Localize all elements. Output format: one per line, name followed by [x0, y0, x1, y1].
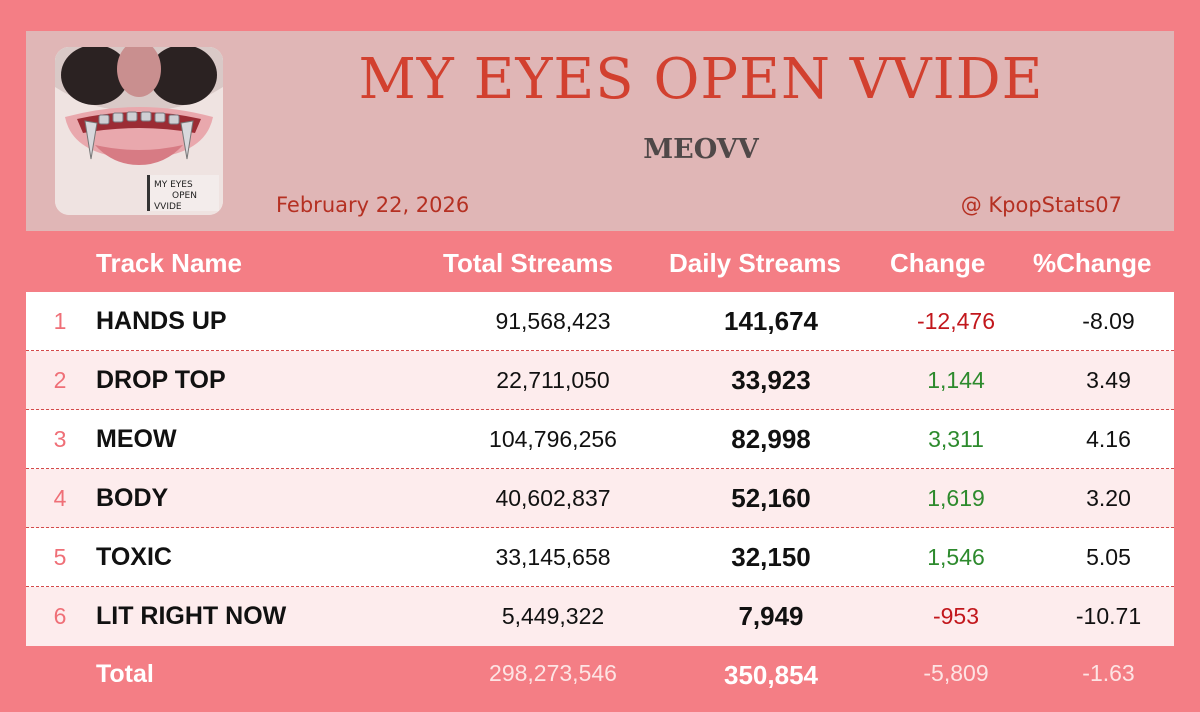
total-streams: 104,796,256	[489, 426, 617, 452]
daily-streams: 33,923	[731, 365, 811, 395]
track-name: MEOW	[96, 425, 177, 453]
track-name: LIT RIGHT NOW	[96, 602, 287, 630]
daily-streams: 82,998	[731, 424, 811, 454]
daily-streams: 7,949	[738, 601, 804, 631]
change: 1,144	[927, 367, 985, 393]
rank: 1	[53, 308, 67, 334]
totals-change: -5,809	[923, 660, 989, 686]
pct-change: 3.49	[1086, 367, 1131, 393]
track-name: HANDS UP	[96, 307, 227, 335]
daily-streams: 32,150	[731, 542, 811, 572]
rank: 3	[53, 426, 67, 452]
change: 1,546	[927, 544, 985, 570]
table-header: Track Name Total Streams Daily Streams C…	[0, 240, 1200, 288]
total-streams: 33,145,658	[495, 544, 611, 570]
album-title: MY EYES OPEN VVIDE	[358, 47, 1044, 112]
table-row: 2 DROP TOP 22,711,050 33,923 1,144 3.49	[26, 351, 1174, 410]
pct-change: 5.05	[1086, 544, 1131, 570]
table-body: 1 HANDS UP 91,568,423 141,674 -12,476 -8…	[26, 292, 1174, 646]
pct-change: 3.20	[1086, 485, 1131, 511]
pct-change: 4.16	[1086, 426, 1131, 452]
rank: 6	[53, 603, 67, 629]
table-row: 3 MEOW 104,796,256 82,998 3,311 4.16	[26, 410, 1174, 469]
col-pct-change: %Change	[1033, 248, 1152, 278]
col-total-streams: Total Streams	[443, 248, 614, 278]
col-daily-streams: Daily Streams	[669, 248, 841, 278]
cover-text-line3: VVIDE	[154, 202, 182, 212]
album-cover-art: MY EYES OPEN VVIDE	[55, 47, 223, 215]
rank: 2	[53, 367, 67, 393]
cover-text-line2: OPEN	[172, 191, 197, 201]
table-row: 5 TOXIC 33,145,658 32,150 1,546 5.05	[26, 528, 1174, 587]
daily-streams: 52,160	[731, 483, 811, 513]
header-panel: MY EYES OPEN VVIDE MY EYES OPEN VVIDE ME…	[26, 31, 1174, 231]
change: 3,311	[928, 426, 984, 452]
rank: 5	[53, 544, 67, 570]
totals-pct-change: -1.63	[1082, 660, 1135, 686]
change: -953	[932, 603, 980, 629]
totals-label: Total	[96, 660, 154, 688]
col-track-name: Track Name	[96, 248, 242, 278]
totals-row: Total 298,273,546 350,854 -5,809 -1.63	[26, 648, 1174, 704]
track-name: TOXIC	[96, 543, 172, 571]
table-row: 4 BODY 40,602,837 52,160 1,619 3.20	[26, 469, 1174, 528]
pct-change: -8.09	[1082, 308, 1135, 334]
rank: 4	[53, 485, 67, 511]
track-name: DROP TOP	[96, 366, 226, 394]
totals-total-streams: 298,273,546	[489, 660, 617, 686]
table-row: 1 HANDS UP 91,568,423 141,674 -12,476 -8…	[26, 292, 1174, 351]
chart-date: February 22, 2026	[276, 193, 470, 217]
change: 1,619	[927, 485, 985, 511]
daily-streams: 141,674	[724, 306, 818, 336]
total-streams: 22,711,050	[496, 367, 610, 393]
table-row: 6 LIT RIGHT NOW 5,449,322 7,949 -953 -10…	[26, 587, 1174, 646]
artist-name: MEOVV	[643, 134, 759, 165]
album-cover: MY EYES OPEN VVIDE	[55, 47, 223, 215]
col-change: Change	[890, 248, 986, 278]
total-streams: 5,449,322	[501, 603, 605, 629]
pct-change: -10.71	[1075, 603, 1142, 629]
total-streams: 40,602,837	[495, 485, 611, 511]
change: -12,476	[916, 308, 995, 334]
account-handle: @ KpopStats07	[960, 193, 1122, 217]
track-name: BODY	[96, 484, 169, 512]
totals-daily-streams: 350,854	[724, 660, 818, 690]
total-streams: 91,568,423	[495, 308, 611, 334]
cover-text-line1: MY EYES	[154, 180, 193, 190]
